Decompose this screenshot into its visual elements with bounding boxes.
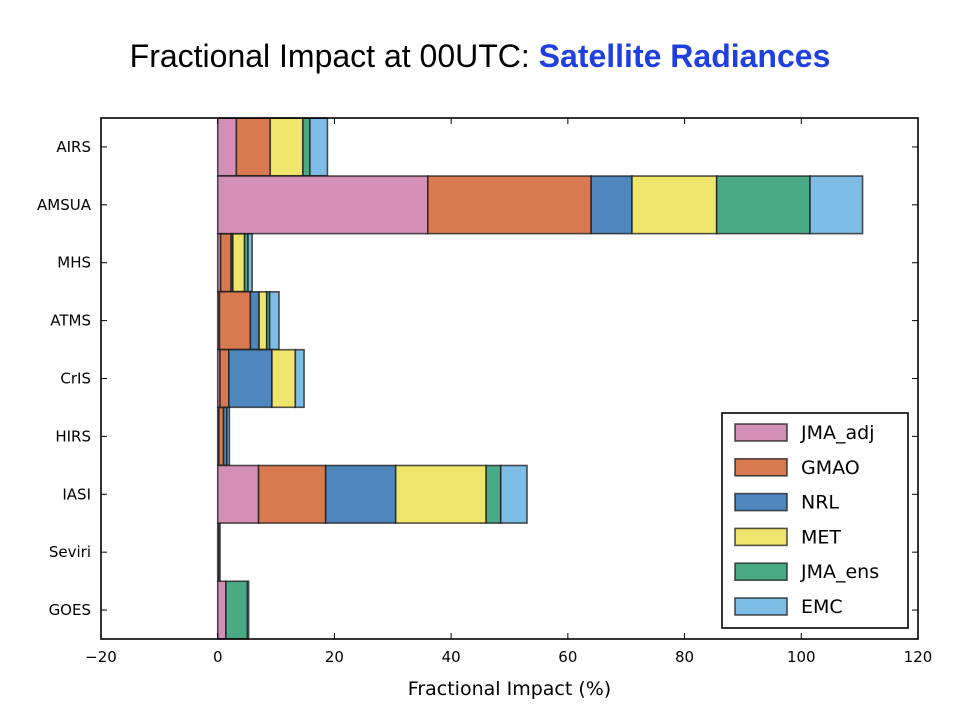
bar-atms-nrl	[249, 291, 260, 351]
y-tick-label-atms: ATMS	[50, 312, 91, 330]
bar-mhs-met	[232, 233, 246, 293]
legend-frame	[721, 412, 909, 629]
legend-swatch-met	[734, 527, 788, 547]
legend: JMA_adj GMAO NRL MET JMA_ens EMC	[721, 412, 909, 629]
bar-iasi-jma-ens	[485, 464, 502, 524]
legend-swatch-jma-adj	[734, 423, 788, 442]
x-tick-label: −20	[85, 648, 117, 666]
legend-swatch-emc	[734, 597, 788, 616]
bar-airs-gmao	[235, 117, 272, 177]
bar-cris-nrl	[228, 348, 273, 409]
y-tick-label-goes: GOES	[49, 601, 91, 619]
bar-amsua-gmao	[426, 175, 592, 235]
x-tick-label: 20	[325, 648, 344, 666]
y-tick-label-iasi: IASI	[62, 485, 91, 503]
plot-frame	[100, 117, 919, 640]
bar-hirs-emc	[226, 406, 231, 466]
title-prefix: Fractional Impact at 00UTC:	[129, 38, 539, 74]
legend-swatch-nrl	[734, 492, 788, 512]
y-tick-label-amsua: AMSUA	[37, 196, 92, 214]
bar-amsua-met	[631, 175, 718, 235]
y-tick-label-seviri: Seviri	[49, 543, 91, 561]
bar-amsua-jma-ens	[715, 175, 811, 235]
legend-swatch-gmao	[734, 457, 788, 477]
ticks-group: −20 0 20 40 60 80 100 120 AIRS AMSUA MHS ATMS CrIS HI…	[37, 118, 932, 666]
chart-title: Fractional Impact at 00UTC: Satellite Ra…	[0, 38, 960, 75]
legend-label-met: MET	[801, 526, 841, 548]
bar-airs-emc	[309, 117, 329, 177]
title-highlight: Satellite Radiances	[538, 38, 831, 74]
bar-goes-jma-ens	[225, 580, 249, 640]
bar-atms-emc	[268, 291, 280, 351]
bar-cris-met	[271, 348, 297, 409]
legend-swatch-jma-ens	[734, 562, 788, 582]
bar-atms-met	[258, 291, 268, 351]
x-axis-label: Fractional Impact (%)	[408, 678, 611, 700]
bar-airs-jma-ens	[302, 117, 311, 177]
bar-amsua-jma-adj	[216, 175, 429, 235]
legend-label-nrl: NRL	[801, 492, 839, 514]
bar-atms-gmao	[218, 291, 252, 351]
x-tick-label: 40	[442, 648, 461, 666]
legend-label-emc: EMC	[801, 596, 843, 618]
bar-iasi-emc	[499, 464, 528, 524]
legend-label-jma-adj: JMA_adj	[800, 422, 874, 444]
bar-airs-jma-adj	[216, 117, 238, 177]
bar-seviri-gmao	[218, 522, 221, 582]
bar-iasi-met	[394, 464, 487, 524]
bar-iasi-nrl	[324, 464, 397, 524]
bar-iasi-gmao	[257, 464, 327, 524]
bar-iasi-jma-adj	[216, 464, 260, 524]
bar-mhs-gmao	[219, 233, 232, 293]
x-tick-label: 100	[787, 648, 816, 666]
x-tick-label: 120	[904, 648, 933, 666]
bars-group	[216, 117, 864, 640]
x-tick-label: 60	[558, 648, 577, 666]
y-tick-label-cris: CrIS	[60, 370, 91, 388]
bar-cris-emc	[294, 348, 305, 409]
bar-goes-emc	[246, 580, 250, 640]
x-tick-label: 80	[675, 648, 694, 666]
x-tick-label: 0	[213, 648, 223, 666]
y-tick-label-airs: AIRS	[56, 138, 91, 156]
legend-label-gmao: GMAO	[801, 457, 860, 479]
bar-goes-jma-adj	[216, 580, 227, 640]
bar-mhs-emc	[247, 233, 253, 293]
y-tick-label-hirs: HIRS	[55, 427, 91, 445]
bar-airs-met	[269, 117, 304, 177]
legend-label-jma-ens: JMA_ens	[800, 561, 879, 583]
y-tick-label-mhs: MHS	[57, 254, 91, 272]
bar-amsua-nrl	[590, 175, 633, 235]
bar-cris-gmao	[219, 348, 230, 409]
bar-amsua-emc	[809, 175, 864, 235]
